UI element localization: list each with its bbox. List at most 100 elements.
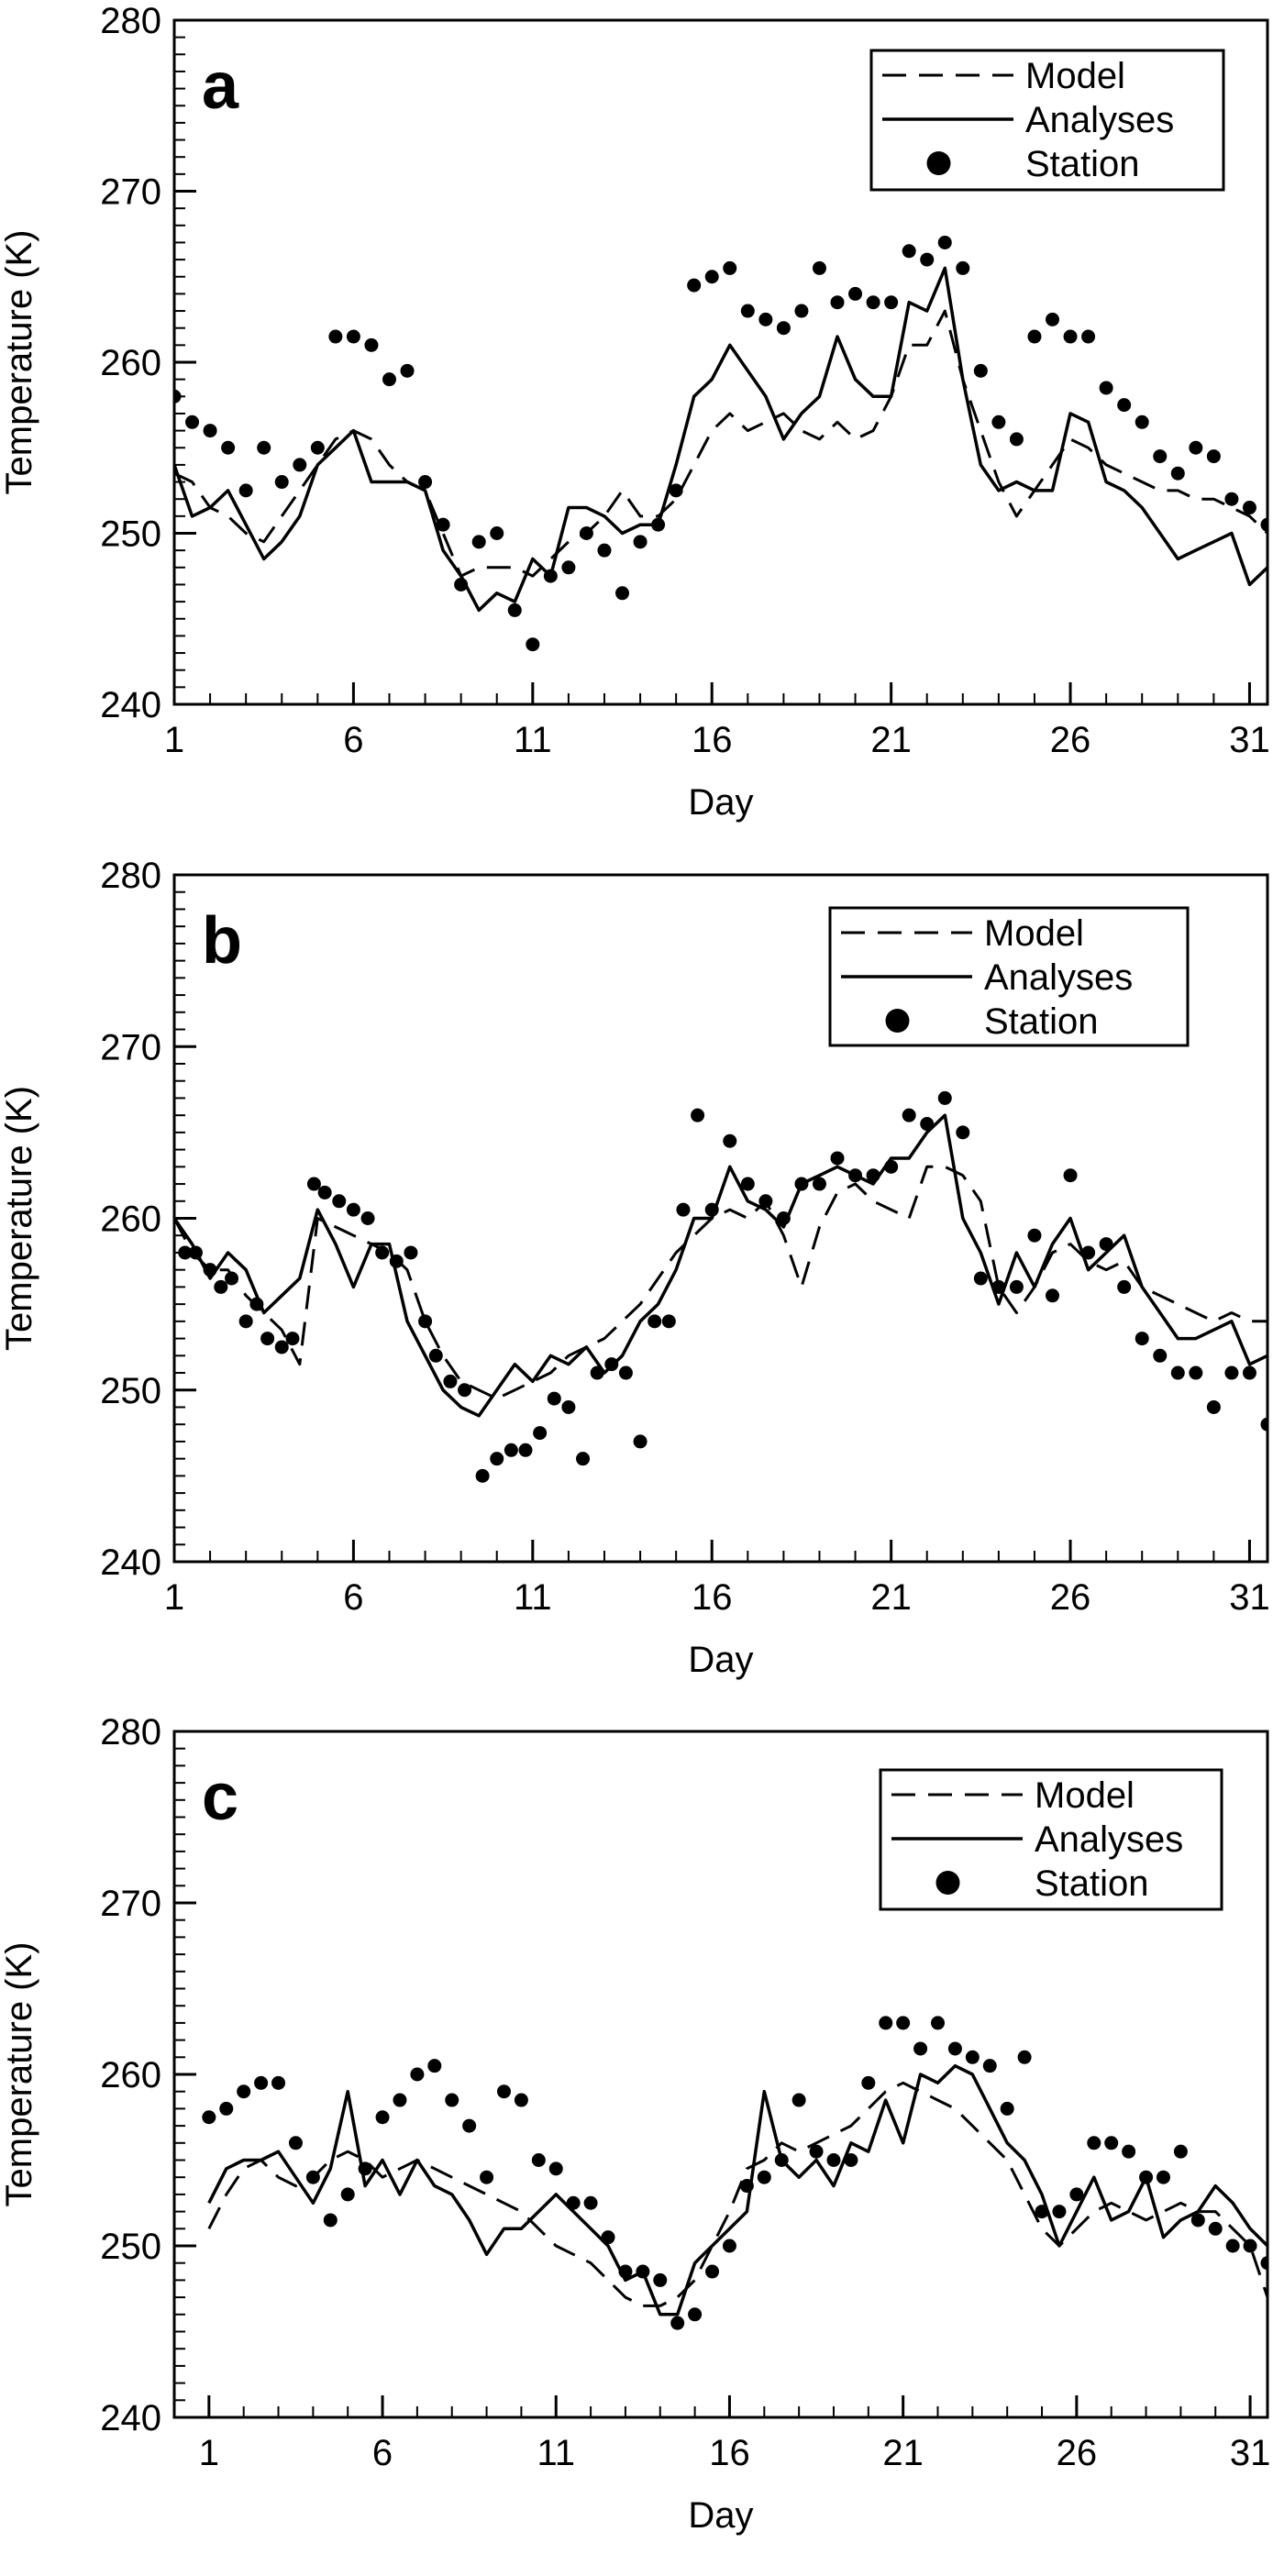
station-point: [404, 1245, 418, 1260]
station-point: [1081, 1245, 1096, 1260]
station-point: [956, 260, 970, 275]
station-point: [310, 440, 325, 455]
station-point: [518, 1443, 533, 1457]
legend-station-swatch: [935, 1871, 960, 1895]
station-point: [393, 2093, 407, 2107]
station-point: [507, 603, 522, 617]
y-tick-label: 240: [100, 685, 161, 725]
series-analyses-line: [174, 266, 1267, 613]
station-point: [740, 304, 755, 318]
station-point: [633, 1434, 648, 1449]
legend-station-swatch: [926, 151, 951, 175]
station-point: [237, 2084, 251, 2099]
station-point: [428, 1348, 443, 1363]
station-point: [653, 2272, 668, 2287]
legend-model-label: Model: [1025, 56, 1125, 96]
station-point: [1104, 2136, 1119, 2150]
station-point: [670, 2316, 685, 2330]
station-point: [1189, 440, 1203, 455]
station-point: [317, 1185, 332, 1200]
station-point: [1046, 312, 1060, 326]
station-point: [812, 1177, 826, 1191]
station-point: [848, 286, 863, 301]
station-point: [861, 2075, 876, 2090]
station-point: [704, 1202, 719, 1217]
station-point: [188, 1245, 203, 1260]
station-point: [547, 1391, 561, 1406]
station-point: [597, 543, 612, 558]
x-tick-label: 26: [1050, 720, 1091, 760]
station-point: [691, 1108, 705, 1122]
station-point: [1225, 2239, 1240, 2253]
station-point: [757, 2170, 771, 2184]
series-model-line: [174, 309, 1267, 578]
station-point: [1087, 2136, 1101, 2150]
station-point: [866, 295, 880, 310]
x-tick-label: 6: [343, 720, 363, 760]
x-tick-label: 16: [709, 2433, 750, 2473]
station-point: [375, 2110, 390, 2125]
station-point: [794, 304, 809, 318]
plot-area: [174, 1090, 1267, 1483]
x-tick-label: 1: [164, 1577, 184, 1618]
station-point: [1081, 329, 1096, 344]
station-point: [566, 2195, 581, 2210]
station-point: [260, 1332, 275, 1346]
station-point: [794, 1177, 809, 1191]
y-tick-label: 250: [100, 2227, 161, 2267]
station-point: [879, 2016, 893, 2030]
station-point: [723, 1133, 737, 1148]
y-tick-label: 280: [100, 1, 161, 41]
x-tick-label: 11: [514, 1577, 552, 1618]
station-point: [1189, 1365, 1203, 1380]
plot-area: [174, 235, 1267, 652]
x-tick-label: 21: [870, 720, 912, 760]
x-tick-label: 26: [1057, 2433, 1098, 2473]
station-point: [812, 260, 826, 275]
station-point: [533, 1426, 548, 1441]
station-point: [214, 1279, 228, 1294]
legend-analyses-label: Analyses: [1035, 1819, 1183, 1860]
x-tick-label: 16: [692, 720, 733, 760]
station-point: [688, 2307, 703, 2322]
station-point: [1117, 398, 1132, 413]
station-point: [238, 1314, 253, 1329]
x-tick-label: 31: [1230, 2433, 1271, 2473]
station-point: [973, 1271, 988, 1286]
station-point: [306, 1177, 321, 1191]
station-point: [601, 2230, 615, 2245]
station-point: [285, 1332, 300, 1346]
station-point: [225, 1271, 239, 1286]
station-point: [758, 312, 773, 326]
station-point: [382, 372, 396, 387]
station-point: [1190, 2213, 1205, 2228]
series-station: [202, 2016, 1267, 2330]
x-tick-label: 31: [1229, 720, 1270, 760]
y-tick-label: 260: [100, 1200, 161, 1240]
station-point: [723, 260, 737, 275]
station-point: [1260, 1417, 1267, 1432]
y-axis-title: Temperature (K): [0, 230, 39, 495]
station-point: [776, 1211, 791, 1225]
station-point: [1206, 1399, 1221, 1414]
x-axis-title: Day: [688, 2495, 753, 2536]
station-point: [1206, 449, 1221, 464]
station-point: [332, 1194, 347, 1209]
station-point: [1122, 2144, 1136, 2159]
y-tick-label: 260: [100, 343, 161, 383]
station-point: [360, 1211, 375, 1225]
station-point: [931, 2016, 946, 2030]
y-tick-label: 270: [100, 172, 161, 213]
station-point: [1017, 2050, 1032, 2064]
station-point: [920, 252, 935, 267]
station-point: [866, 1168, 880, 1183]
legend-model-label: Model: [1035, 1775, 1135, 1816]
station-point: [480, 2170, 494, 2184]
station-point: [830, 295, 845, 310]
station-point: [288, 2136, 303, 2150]
station-point: [1224, 1365, 1239, 1380]
station-point: [490, 1452, 504, 1466]
station-point: [1153, 449, 1168, 464]
